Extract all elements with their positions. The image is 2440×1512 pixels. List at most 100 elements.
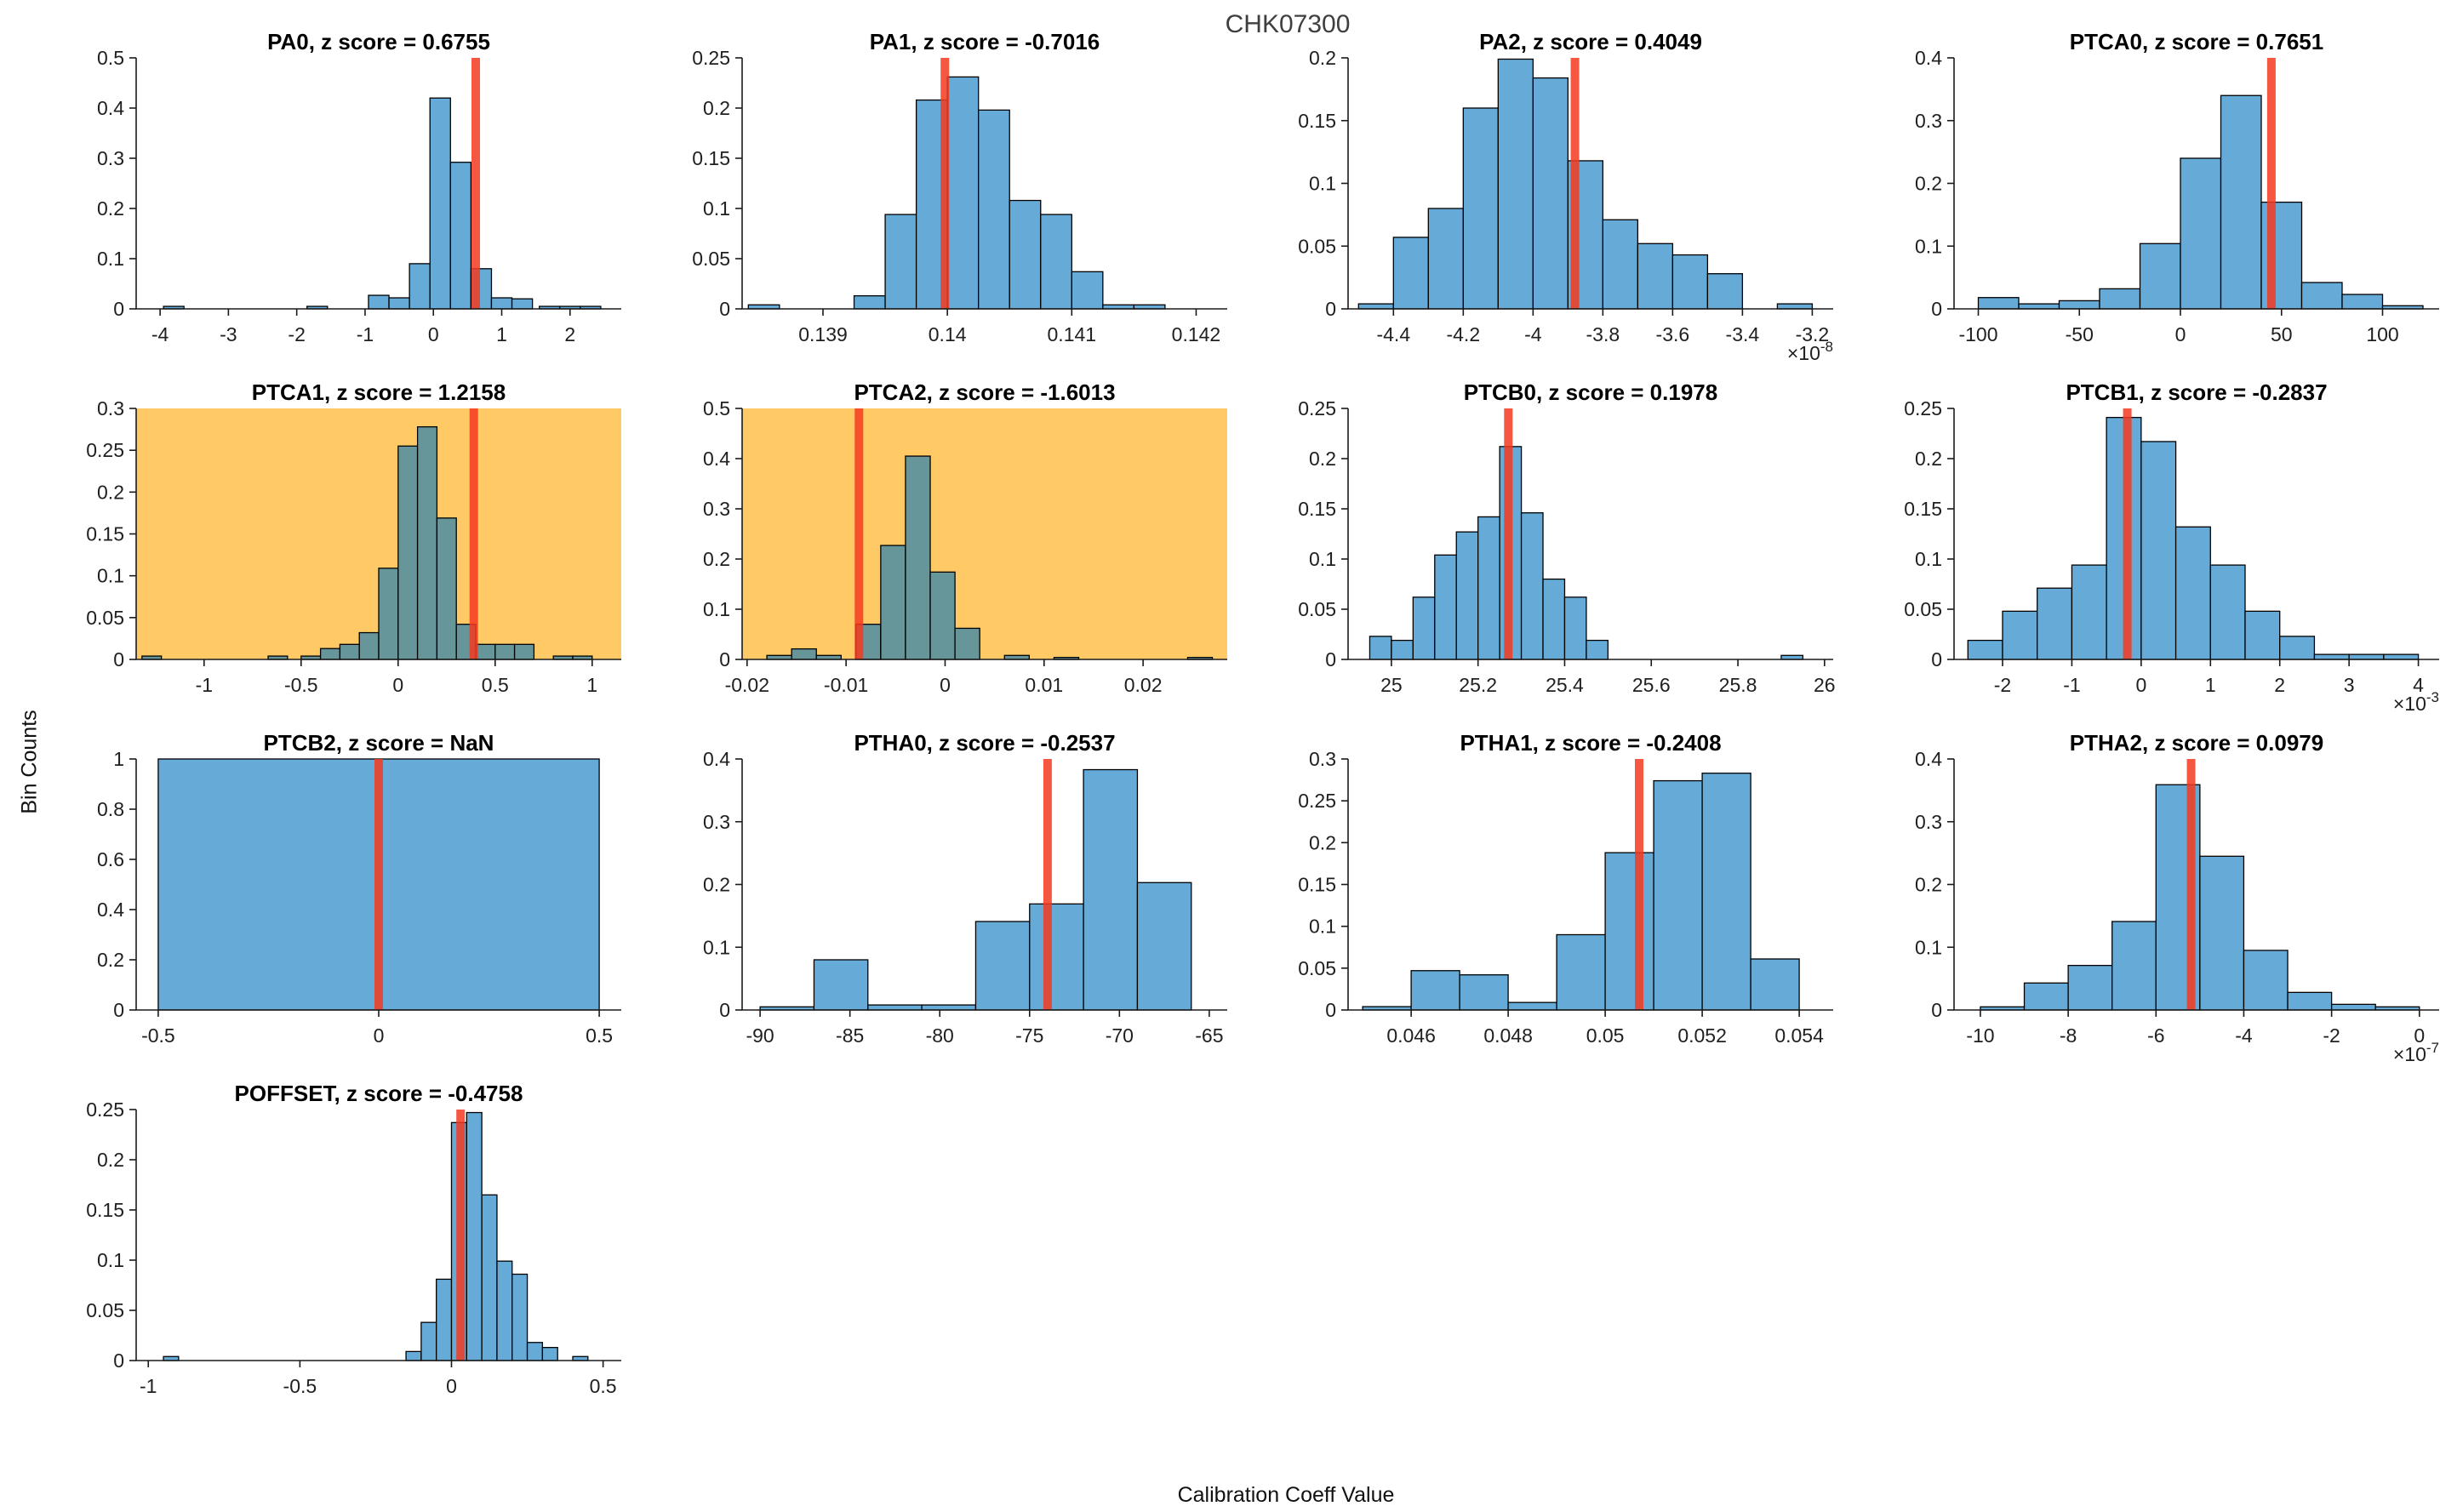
histogram-bar — [1604, 852, 1654, 1011]
histogram-bar — [2018, 303, 2060, 310]
histogram-bar — [436, 1278, 453, 1361]
histogram-bar — [2099, 288, 2141, 310]
y-tick-label: 0.15 — [1298, 874, 1336, 896]
histogram-bar — [2348, 653, 2385, 660]
highlight-background — [742, 408, 1227, 659]
x-tick-label: 0.139 — [798, 323, 848, 345]
y-tick-label: 0.25 — [86, 1098, 124, 1121]
x-tick-label: -4 — [1524, 323, 1542, 345]
histogram-bar — [2300, 282, 2343, 310]
x-axis-exponent: ×10-8 — [1787, 339, 1833, 364]
subplot-PA0: -4 -3 -2 -1 0 1 2 0 0.1 0.2 0.3 0.4 0.5 PA0, z score … — [34, 15, 630, 390]
histogram-bar — [475, 643, 496, 660]
histogram-bar — [1532, 77, 1569, 310]
y-tick-label: 0.3 — [1309, 748, 1336, 770]
y-tick-label: 0.05 — [86, 1299, 124, 1321]
y-tick-label: 0.15 — [1298, 110, 1336, 132]
histogram-bar — [420, 1321, 437, 1361]
y-tick-label: 0.2 — [97, 949, 124, 971]
x-tick-label: 0.142 — [1172, 323, 1221, 345]
histogram-bar — [1071, 271, 1104, 310]
histogram-bar — [358, 631, 380, 660]
x-tick-label: 0.05 — [1586, 1024, 1625, 1047]
x-tick-label: 1 — [496, 323, 507, 345]
histogram-bar — [1520, 512, 1544, 660]
histogram-bar — [2330, 1003, 2376, 1011]
subplot-PTCA1: -1 -0.5 0 0.5 1 0 0.05 0.1 0.15 0.2 0.25 0.3 PTCA1, … — [34, 366, 630, 740]
y-tick-label: 0.25 — [1298, 397, 1336, 419]
histogram-bar — [2111, 921, 2157, 1011]
y-tick-label: 1 — [113, 748, 124, 770]
y-tick-label: 0 — [719, 999, 730, 1021]
y-tick-label: 0.4 — [703, 448, 730, 470]
x-tick-label: -80 — [926, 1024, 954, 1047]
y-tick-label: 0.1 — [1915, 548, 1942, 570]
histogram-bar — [511, 298, 534, 310]
x-tick-label: -3.6 — [1656, 323, 1690, 345]
histogram-bar — [1706, 273, 1744, 310]
histogram-bar — [1455, 531, 1479, 660]
x-tick-label: 26 — [1814, 674, 1836, 696]
x-tick-label: 4 — [2413, 674, 2424, 696]
x-tick-label: 0.052 — [1677, 1024, 1727, 1047]
y-tick-label: 0.2 — [703, 874, 730, 896]
subplot-title: PTCB1, z score = -0.2837 — [2066, 379, 2327, 405]
x-tick-label: 0.046 — [1386, 1024, 1436, 1047]
x-tick-label: 0 — [2175, 323, 2186, 345]
y-tick-label: 0.2 — [703, 97, 730, 119]
histogram-bar — [2002, 610, 2038, 660]
histogram-bar — [2279, 636, 2316, 660]
x-tick-label: 0.5 — [586, 1024, 613, 1047]
x-tick-label: -1 — [196, 674, 213, 696]
subplot-title: PTHA1, z score = -0.2408 — [1460, 730, 1721, 756]
z-score-marker-line — [469, 408, 478, 659]
y-tick-label: 0.5 — [97, 47, 124, 69]
z-score-marker-line — [2266, 58, 2276, 309]
y-tick-label: 0.3 — [97, 397, 124, 419]
histogram-bar — [368, 294, 390, 310]
histogram-bar — [2220, 94, 2262, 310]
y-tick-label: 0.2 — [1309, 448, 1336, 470]
histogram-bar — [511, 1273, 529, 1361]
y-tick-label: 0.4 — [1915, 47, 1942, 69]
y-tick-label: 0.1 — [1915, 235, 1942, 257]
histogram-bar — [1477, 516, 1500, 660]
x-tick-label: 25.2 — [1459, 674, 1497, 696]
z-score-marker-line — [2123, 408, 2132, 659]
subplot-PTCA0: -100 -50 0 50 100 0 0.1 0.2 0.3 0.4 PTCA0, z score… — [1852, 15, 2440, 390]
x-tick-label: 0.141 — [1048, 323, 1097, 345]
histogram-bar — [853, 295, 886, 310]
subplot-PA1: 0.139 0.14 0.141 0.142 0 0.05 0.1 0.15 0.2 0.25 PA… — [640, 15, 1236, 390]
histogram-bar — [867, 1004, 923, 1011]
histogram-bar — [884, 214, 917, 310]
subplot-title: PTCA1, z score = 1.2158 — [252, 379, 506, 405]
histogram-bar — [791, 648, 817, 660]
y-tick-label: 0.3 — [1915, 811, 1942, 833]
histogram-bar — [339, 643, 360, 660]
axis-spines — [135, 1110, 621, 1361]
y-tick-label: 0.1 — [97, 248, 124, 270]
x-tick-label: -0.01 — [824, 674, 868, 696]
histogram-bar — [2180, 157, 2222, 310]
y-tick-label: 0.15 — [692, 147, 730, 169]
x-tick-label: -1 — [140, 1375, 157, 1397]
y-tick-label: 0.2 — [1915, 448, 1942, 470]
y-tick-label: 0.1 — [1309, 548, 1336, 570]
x-tick-label: -0.5 — [283, 1375, 317, 1397]
histogram-bar — [319, 648, 341, 660]
subplot-title: PA2, z score = 0.4049 — [1479, 29, 1702, 54]
y-tick-label: 0 — [113, 298, 124, 320]
x-tick-label: -75 — [1015, 1024, 1043, 1047]
z-score-marker-line — [1570, 58, 1580, 309]
x-tick-label: -10 — [1966, 1024, 1994, 1047]
y-tick-label: 0.5 — [703, 397, 730, 419]
x-tick-label: 0 — [446, 1375, 457, 1397]
y-tick-label: 0.3 — [97, 147, 124, 169]
z-score-marker-line — [1043, 759, 1052, 1010]
histogram-bar — [2139, 242, 2181, 310]
x-tick-label: 25 — [1380, 674, 1403, 696]
histogram-bar — [2244, 610, 2281, 660]
subplot-title: PA0, z score = 0.6755 — [267, 29, 490, 54]
x-tick-label: -1 — [357, 323, 374, 345]
y-tick-label: 0.4 — [97, 97, 124, 119]
